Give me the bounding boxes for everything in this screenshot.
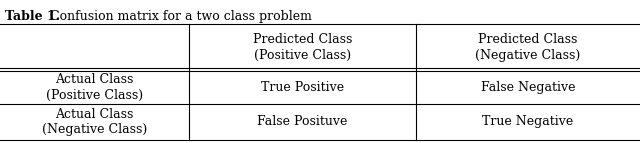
Text: (Positive Class): (Positive Class): [46, 89, 143, 102]
Text: (Negative Class): (Negative Class): [42, 123, 147, 136]
Text: True Negative: True Negative: [483, 115, 573, 128]
Text: (Negative Class): (Negative Class): [476, 49, 580, 62]
Text: True Positive: True Positive: [261, 81, 344, 94]
Text: False Posituve: False Posituve: [257, 115, 348, 128]
Text: Predicted Class: Predicted Class: [253, 33, 352, 46]
Text: Actual Class: Actual Class: [55, 108, 134, 121]
Text: Table 1.: Table 1.: [5, 10, 60, 23]
Text: Confusion matrix for a two class problem: Confusion matrix for a two class problem: [46, 10, 312, 23]
Text: Actual Class: Actual Class: [55, 73, 134, 86]
Text: False Negative: False Negative: [481, 81, 575, 94]
Text: Predicted Class: Predicted Class: [478, 33, 578, 46]
Text: (Positive Class): (Positive Class): [254, 49, 351, 62]
